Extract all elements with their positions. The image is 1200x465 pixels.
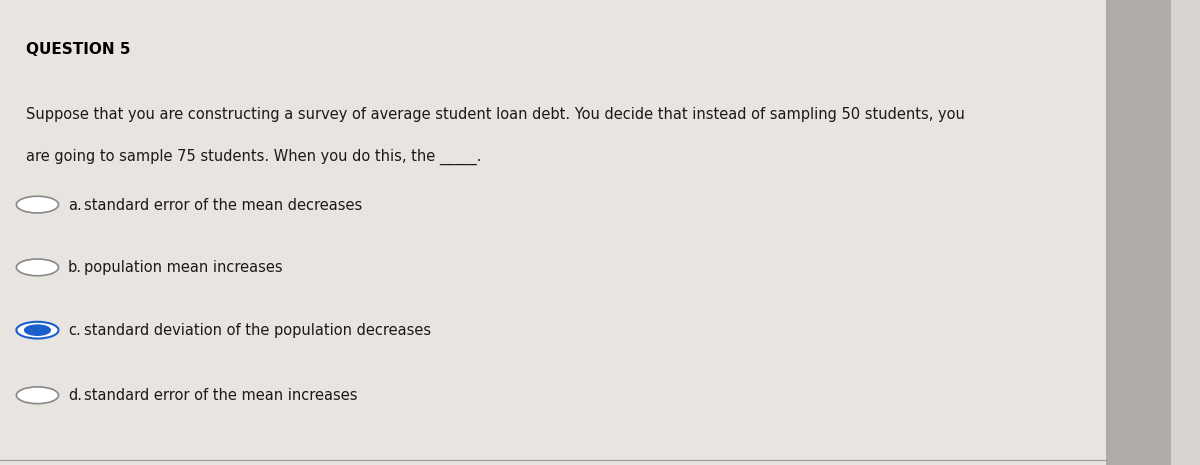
Circle shape <box>17 259 59 276</box>
Text: are going to sample 75 students. When you do this, the _____.: are going to sample 75 students. When yo… <box>25 149 481 165</box>
FancyBboxPatch shape <box>0 0 1106 465</box>
Circle shape <box>17 196 59 213</box>
Text: QUESTION 5: QUESTION 5 <box>25 42 131 57</box>
Circle shape <box>17 322 59 339</box>
FancyBboxPatch shape <box>1106 0 1171 465</box>
Text: c.: c. <box>68 323 80 338</box>
Text: d.: d. <box>68 388 82 403</box>
Text: standard error of the mean decreases: standard error of the mean decreases <box>84 198 362 213</box>
Text: Suppose that you are constructing a survey of average student loan debt. You dec: Suppose that you are constructing a surv… <box>25 107 965 122</box>
Circle shape <box>17 387 59 404</box>
Text: b.: b. <box>68 260 82 275</box>
Text: a.: a. <box>68 198 82 213</box>
Circle shape <box>24 325 50 335</box>
Text: standard deviation of the population decreases: standard deviation of the population dec… <box>84 323 432 338</box>
Text: population mean increases: population mean increases <box>84 260 283 275</box>
Text: standard error of the mean increases: standard error of the mean increases <box>84 388 358 403</box>
